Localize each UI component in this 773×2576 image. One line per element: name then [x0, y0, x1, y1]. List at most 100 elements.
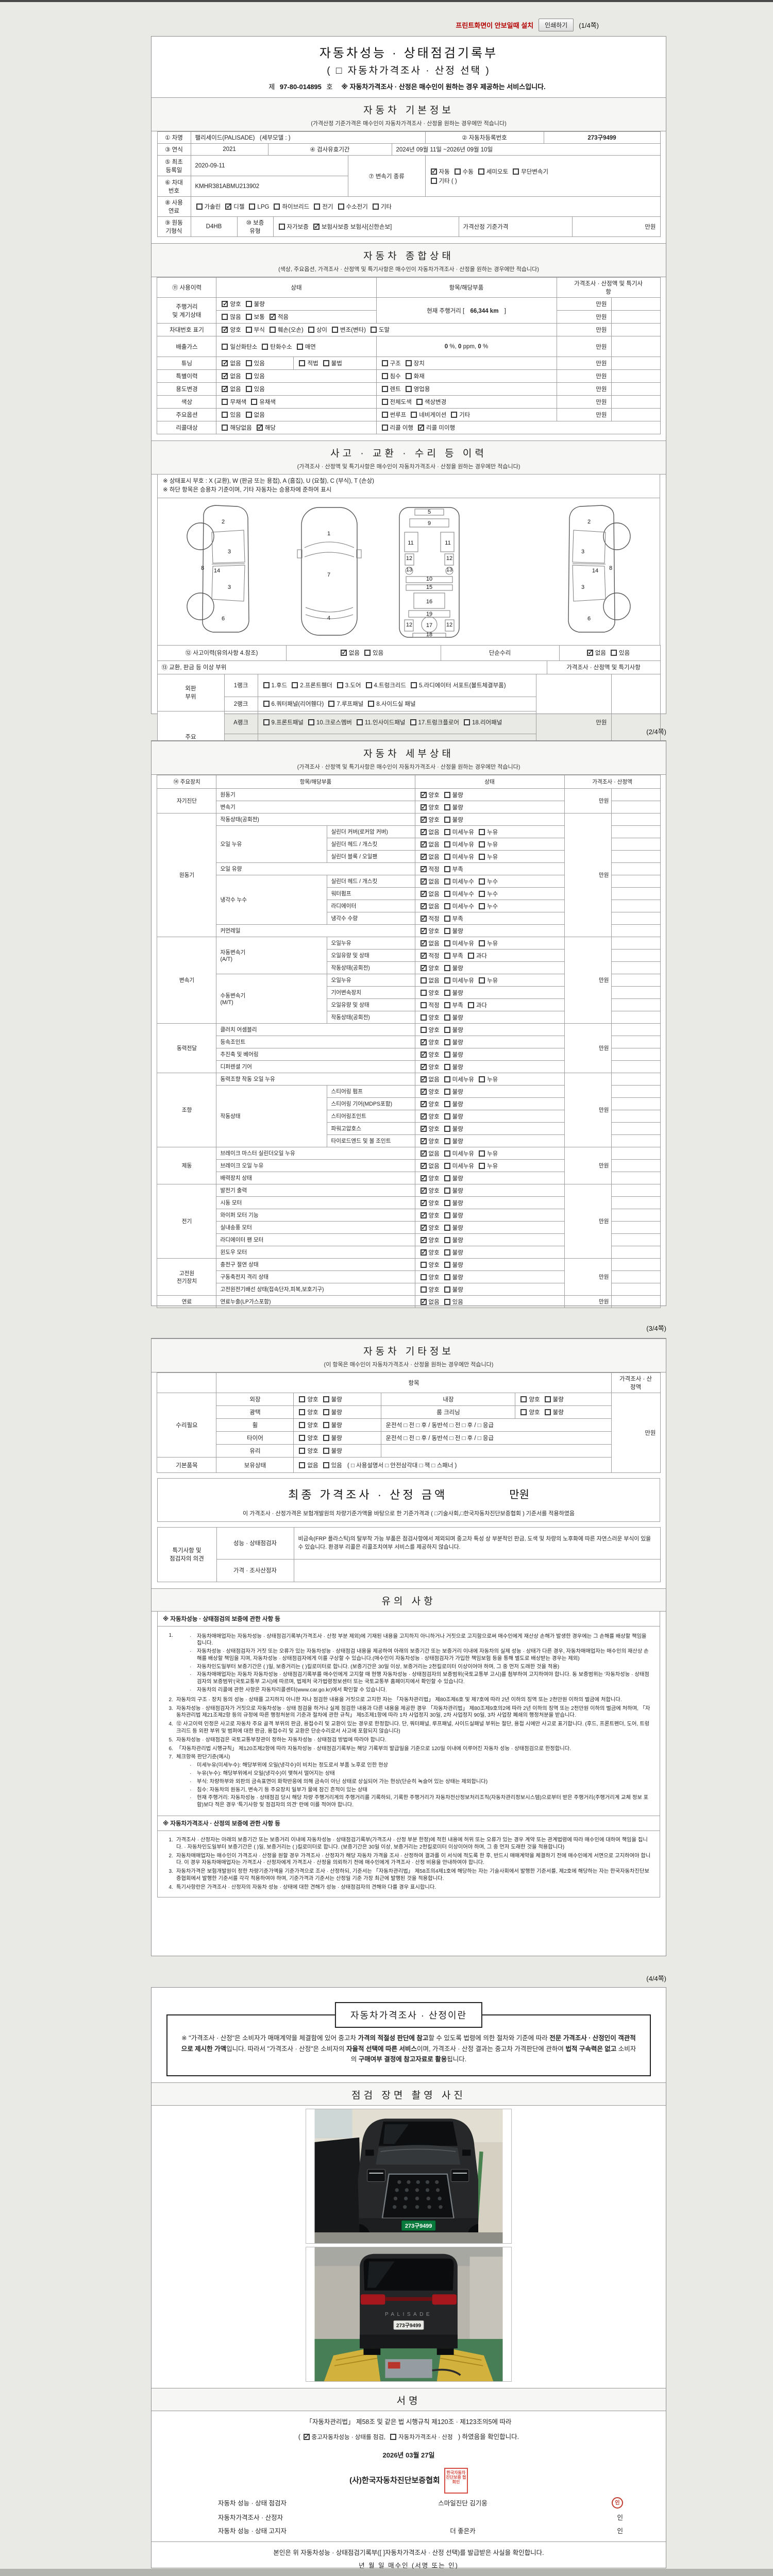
checked-box-icon[interactable] — [418, 422, 425, 432]
unchecked-box-icon[interactable] — [463, 719, 470, 725]
checkbox-option[interactable]: 적정 — [420, 1001, 440, 1009]
unchecked-box-icon[interactable] — [467, 1002, 474, 1008]
checkbox-option[interactable]: 적정 — [420, 913, 440, 923]
checkbox-option[interactable]: 양호 — [420, 1273, 440, 1281]
checked-box-icon[interactable] — [420, 1148, 427, 1158]
unchecked-box-icon[interactable] — [444, 1076, 450, 1082]
checked-box-icon[interactable] — [420, 926, 427, 935]
checkbox-option[interactable]: 없음 — [420, 839, 440, 849]
checkbox-option[interactable]: 6.쿼터패널(리어휀다) — [263, 700, 324, 708]
checkbox-option[interactable]: 기타 — [372, 202, 392, 211]
unchecked-box-icon[interactable] — [308, 327, 314, 333]
unchecked-box-icon[interactable] — [444, 1014, 450, 1021]
unchecked-box-icon[interactable] — [323, 360, 329, 366]
checkbox-option[interactable]: 불량 — [444, 1050, 463, 1059]
unchecked-box-icon[interactable] — [444, 1261, 450, 1268]
unchecked-box-icon[interactable] — [444, 1274, 450, 1280]
unchecked-box-icon[interactable] — [323, 1462, 329, 1468]
checkbox-option[interactable]: 미세누유 — [444, 1075, 474, 1083]
checkbox-option[interactable]: 양호 — [299, 1421, 318, 1429]
unchecked-box-icon[interactable] — [479, 828, 485, 835]
checked-box-icon[interactable] — [313, 222, 320, 231]
checkbox-option[interactable]: 과다 — [467, 1001, 487, 1009]
checkbox-option[interactable]: 수소전기 — [338, 202, 368, 211]
checkbox-option[interactable]: 양호 — [222, 299, 241, 308]
unchecked-box-icon[interactable] — [444, 1224, 450, 1231]
unchecked-box-icon[interactable] — [299, 1435, 306, 1441]
checkbox-option[interactable]: 유채색 — [251, 398, 276, 406]
checkbox-option[interactable]: 불량 — [544, 1408, 564, 1416]
checkbox-option[interactable]: 리콜 미이행 — [418, 422, 455, 432]
checked-box-icon[interactable] — [420, 852, 427, 861]
unchecked-box-icon[interactable] — [292, 682, 298, 688]
checkbox-option[interactable]: 4.트렁크리드 — [365, 681, 406, 689]
checkbox-option[interactable]: 자가보증 — [278, 223, 309, 231]
checked-box-icon[interactable] — [420, 901, 427, 910]
unchecked-box-icon[interactable] — [263, 719, 270, 725]
checked-box-icon[interactable] — [222, 299, 229, 308]
checkbox-option[interactable]: 도말 — [370, 326, 390, 334]
checkbox-option[interactable]: 없음 — [420, 901, 440, 910]
unchecked-box-icon[interactable] — [478, 168, 484, 175]
checked-box-icon[interactable] — [222, 325, 229, 334]
unchecked-box-icon[interactable] — [368, 701, 375, 707]
checkbox-option[interactable]: 5.라디에이터 서포트(볼트체결부품) — [411, 681, 506, 689]
checked-box-icon[interactable] — [420, 889, 427, 898]
unchecked-box-icon[interactable] — [444, 866, 450, 872]
unchecked-box-icon[interactable] — [323, 1422, 329, 1428]
checkbox-option[interactable]: 훼손(오손) — [269, 326, 304, 334]
unchecked-box-icon[interactable] — [372, 204, 379, 210]
unchecked-box-icon[interactable] — [479, 890, 485, 897]
checkbox-option[interactable]: 7.루프패널 — [328, 700, 363, 708]
checkbox-option[interactable]: 하이브리드 — [274, 202, 309, 211]
checkbox-option[interactable]: 수동 — [454, 167, 474, 176]
checkbox-option[interactable]: 양호 — [420, 926, 440, 935]
unchecked-box-icon[interactable] — [479, 1076, 485, 1082]
checkbox-option[interactable]: 있음 — [444, 1298, 463, 1306]
checkbox-option[interactable]: 없음 — [420, 938, 440, 947]
unchecked-box-icon[interactable] — [299, 360, 306, 366]
checkbox-option[interactable]: 양호 — [420, 963, 440, 972]
checkbox-option[interactable]: 누수 — [479, 890, 498, 898]
checkbox-option[interactable]: 1.후드 — [263, 681, 287, 689]
unchecked-box-icon[interactable] — [411, 682, 417, 688]
unchecked-box-icon[interactable] — [444, 1199, 450, 1206]
unchecked-box-icon[interactable] — [299, 1462, 306, 1468]
checkbox-option[interactable]: 있음 — [245, 385, 265, 393]
checkbox-option[interactable]: 미세누수 — [444, 902, 474, 910]
checkbox-option[interactable]: 부식 — [245, 326, 265, 334]
checkbox-option[interactable]: 양호 — [420, 1062, 440, 1071]
checkbox-option[interactable]: 양호 — [420, 1124, 440, 1133]
checkbox-option[interactable]: 누유 — [479, 828, 498, 836]
unchecked-box-icon[interactable] — [444, 1026, 450, 1033]
unchecked-box-icon[interactable] — [245, 301, 252, 307]
checkbox-option[interactable]: 불량 — [444, 964, 463, 972]
unchecked-box-icon[interactable] — [323, 1396, 329, 1402]
checkbox-option[interactable]: 없음 — [420, 852, 440, 861]
checked-box-icon[interactable] — [420, 864, 427, 873]
checkbox-option[interactable]: 화재 — [405, 372, 425, 380]
checkbox-option[interactable]: 양호 — [420, 1247, 440, 1257]
checkbox-option[interactable]: 9.프론트패널 — [263, 718, 304, 726]
checked-box-icon[interactable] — [430, 166, 438, 176]
checkbox-option[interactable]: 없음 — [420, 827, 440, 836]
unchecked-box-icon[interactable] — [444, 977, 450, 984]
checkbox-option[interactable]: 불량 — [444, 1125, 463, 1133]
unchecked-box-icon[interactable] — [444, 1002, 450, 1008]
checkbox-option[interactable]: 불량 — [444, 791, 463, 799]
unchecked-box-icon[interactable] — [467, 952, 474, 959]
unchecked-box-icon[interactable] — [444, 853, 450, 860]
unchecked-box-icon[interactable] — [444, 890, 450, 897]
checkbox-option[interactable]: 누유 — [479, 939, 498, 947]
unchecked-box-icon[interactable] — [479, 1162, 485, 1169]
checkbox-option[interactable]: 없음 — [420, 889, 440, 898]
checkbox-option[interactable]: 보험사보증 보험사[신한손보] — [313, 222, 392, 231]
checkbox-option[interactable]: 무단변속기 — [513, 167, 548, 176]
unchecked-box-icon[interactable] — [479, 1150, 485, 1157]
checkbox-option[interactable]: 없음 — [340, 648, 360, 657]
checkbox-option[interactable]: 없음 — [420, 876, 440, 886]
checkbox-option[interactable]: 색상변경 — [416, 398, 446, 406]
checkbox-option[interactable]: 있음 — [364, 649, 383, 657]
checked-box-icon[interactable] — [420, 1173, 427, 1182]
checkbox-option[interactable]: 부족 — [444, 865, 463, 873]
